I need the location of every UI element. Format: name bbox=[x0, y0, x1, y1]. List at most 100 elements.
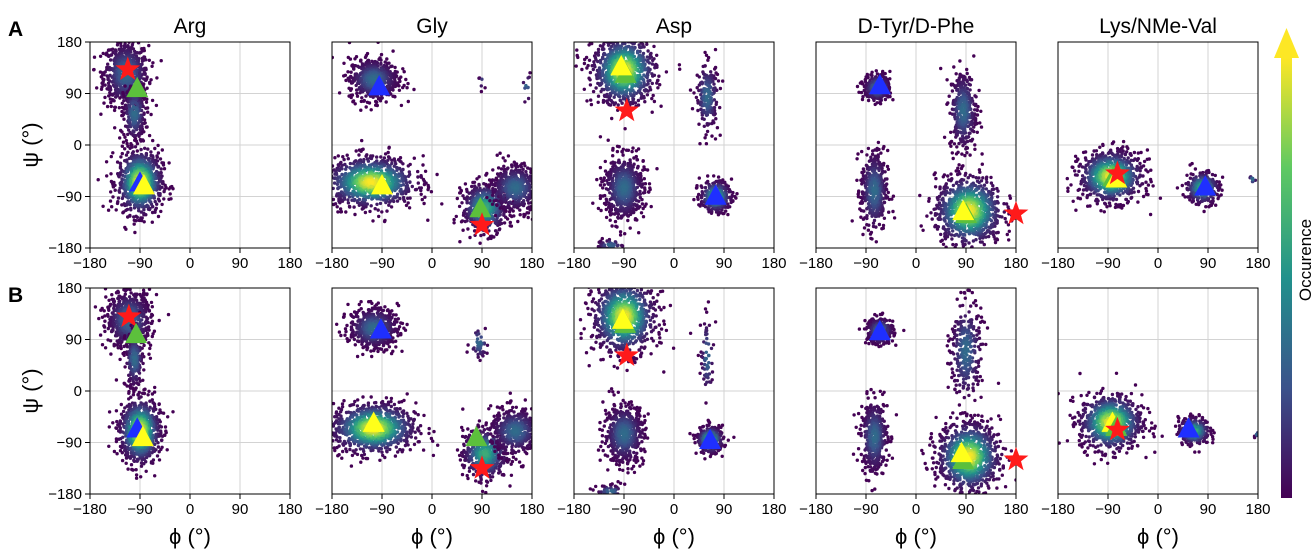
data-point bbox=[359, 108, 363, 112]
data-point bbox=[617, 39, 620, 42]
data-point bbox=[109, 172, 113, 176]
data-point bbox=[650, 110, 654, 114]
data-point bbox=[624, 28, 627, 31]
data-point bbox=[139, 147, 143, 152]
data-point bbox=[492, 178, 497, 182]
data-point bbox=[461, 228, 465, 232]
data-point bbox=[608, 47, 612, 51]
data-point bbox=[375, 155, 379, 159]
data-point bbox=[324, 192, 327, 195]
data-point bbox=[347, 204, 352, 209]
data-point bbox=[406, 81, 410, 86]
data-point bbox=[119, 42, 123, 45]
data-point bbox=[98, 70, 103, 74]
data-point bbox=[126, 144, 130, 148]
data-point bbox=[623, 127, 627, 131]
data-point bbox=[502, 205, 506, 209]
data-point bbox=[477, 175, 481, 179]
data-point bbox=[502, 221, 507, 225]
data-point bbox=[401, 162, 405, 166]
data-point bbox=[650, 72, 654, 76]
data-point bbox=[607, 35, 610, 38]
data-point bbox=[146, 147, 150, 151]
data-point bbox=[602, 87, 606, 92]
data-point bbox=[155, 202, 159, 206]
data-point bbox=[522, 212, 526, 217]
data-point bbox=[128, 213, 132, 218]
data-point bbox=[646, 49, 650, 53]
data-point bbox=[576, 55, 580, 60]
data-point bbox=[351, 161, 356, 166]
data-point bbox=[103, 70, 107, 74]
data-point bbox=[132, 133, 136, 137]
x-tick-label: 90 bbox=[474, 255, 491, 272]
data-point bbox=[334, 172, 339, 176]
data-point bbox=[134, 219, 138, 223]
data-point bbox=[337, 91, 342, 95]
data-point bbox=[497, 174, 501, 178]
data-point bbox=[158, 157, 163, 161]
data-point bbox=[406, 99, 410, 104]
data-point bbox=[413, 188, 418, 192]
data-point bbox=[537, 185, 540, 188]
data-point bbox=[636, 103, 641, 107]
x-tick-label: 180 bbox=[277, 255, 302, 272]
data-point bbox=[416, 169, 420, 174]
data-point bbox=[582, 87, 586, 92]
data-point bbox=[423, 195, 427, 199]
data-point bbox=[110, 205, 114, 209]
data-point bbox=[349, 87, 354, 91]
data-point bbox=[516, 219, 520, 224]
data-point bbox=[333, 202, 338, 206]
data-point bbox=[650, 62, 654, 66]
data-point bbox=[348, 57, 353, 61]
data-point bbox=[371, 219, 375, 223]
red-star-marker bbox=[115, 56, 141, 80]
data-point bbox=[645, 42, 649, 46]
data-point bbox=[412, 87, 416, 92]
data-point bbox=[121, 194, 126, 198]
data-point bbox=[120, 101, 125, 106]
data-point bbox=[604, 62, 609, 66]
green-triangle-marker bbox=[126, 76, 149, 98]
data-point bbox=[458, 240, 462, 244]
density-cluster bbox=[323, 138, 444, 224]
data-point bbox=[129, 142, 133, 146]
data-point bbox=[101, 51, 105, 56]
data-point bbox=[657, 74, 661, 78]
data-point bbox=[113, 126, 117, 130]
green-triangle-marker bbox=[469, 196, 492, 218]
data-point bbox=[136, 42, 141, 45]
data-point bbox=[111, 151, 115, 155]
data-point bbox=[323, 202, 326, 205]
data-point bbox=[379, 52, 384, 57]
data-point bbox=[646, 79, 650, 83]
data-point bbox=[131, 129, 135, 133]
data-point bbox=[602, 47, 606, 51]
data-point bbox=[641, 42, 645, 46]
data-point bbox=[422, 182, 427, 187]
data-point bbox=[582, 61, 587, 66]
data-point bbox=[369, 108, 373, 112]
data-point bbox=[635, 51, 640, 55]
data-point bbox=[606, 37, 609, 40]
data-point bbox=[150, 210, 155, 215]
data-point bbox=[648, 56, 652, 60]
data-point bbox=[395, 199, 400, 203]
data-point bbox=[465, 219, 469, 223]
data-point bbox=[508, 213, 512, 217]
data-point bbox=[153, 146, 157, 151]
data-point bbox=[370, 180, 374, 185]
data-point bbox=[142, 77, 146, 81]
data-point bbox=[364, 105, 368, 109]
data-point bbox=[627, 26, 630, 29]
density-cluster bbox=[92, 37, 163, 140]
data-point bbox=[149, 150, 153, 154]
data-point bbox=[574, 64, 578, 68]
data-point bbox=[615, 31, 618, 34]
data-point bbox=[135, 37, 138, 40]
data-point bbox=[596, 100, 600, 105]
data-point bbox=[631, 42, 636, 46]
data-point bbox=[512, 160, 516, 164]
